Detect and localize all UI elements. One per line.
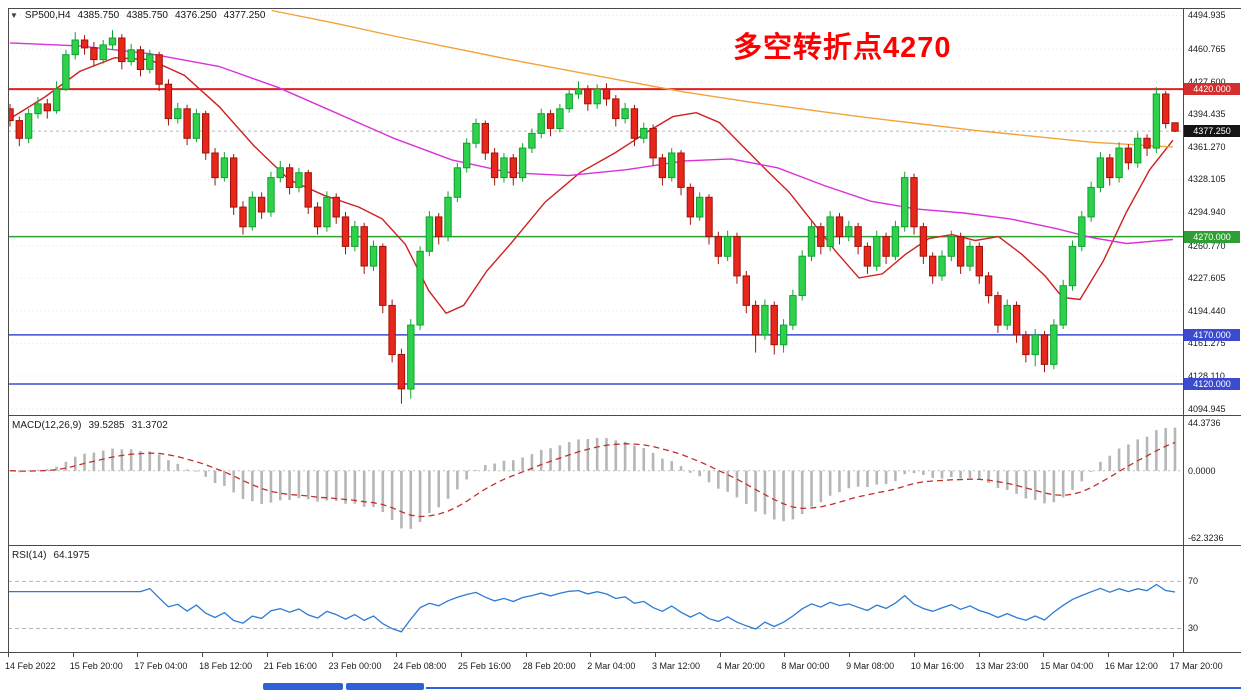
price-axis-label: 4427.600 [1188, 76, 1226, 87]
time-tick [1172, 653, 1174, 657]
rsi-label: RSI(14) 64.1975 [12, 550, 90, 561]
time-axis-label: 25 Feb 16:00 [457, 661, 511, 671]
price-axis-label: 4161.275 [1188, 338, 1226, 349]
macd-axis-label: -62.3236 [1188, 533, 1224, 544]
time-axis-label: 3 Mar 12:00 [652, 661, 701, 671]
chart-legend: ▼ SP500,H4 4385.750 4385.750 4376.250 43… [10, 10, 265, 21]
legend-open: 4385.750 [77, 10, 120, 21]
time-tick [655, 653, 656, 657]
price-level-badge: 4420.000 [1184, 83, 1240, 96]
time-axis-label: 28 Feb 20:00 [522, 661, 576, 671]
time-axis-label: 23 Feb 00:00 [328, 661, 382, 671]
time-tick [1043, 653, 1045, 657]
price-level-badge: 4170.000 [1184, 328, 1240, 341]
ma-fast-red [9, 56, 1174, 315]
time-axis-label: 15 Mar 04:00 [1040, 661, 1094, 671]
scrollbar-segment[interactable] [263, 683, 343, 690]
candles-group [8, 30, 1179, 404]
current-price-badge: 4377.250 [1184, 125, 1240, 138]
legend-high: 4385.750 [126, 10, 168, 21]
time-axis-label: 18 Feb 12:00 [199, 661, 253, 671]
chart-left-border [8, 8, 9, 653]
macd-value-signal: 31.3702 [131, 420, 168, 431]
legend-low: 4376.250 [174, 10, 217, 21]
macd-histogram [18, 427, 1177, 529]
time-tick [460, 653, 462, 657]
price-axis-label: 4460.765 [1188, 44, 1226, 55]
scrollbar-track-line [426, 687, 1241, 689]
time-tick [525, 653, 527, 657]
price-axis-label: 4494.935 [1188, 10, 1226, 21]
time-tick [8, 653, 9, 657]
panel-separator-macd [8, 415, 1241, 416]
price-axis-label: 4260.770 [1188, 240, 1226, 251]
time-tick [202, 653, 204, 657]
macd-label: MACD(12,26,9) 39.5285 31.3702 [12, 420, 168, 431]
time-tick [590, 653, 592, 657]
time-tick [72, 653, 74, 657]
time-axis-label: 17 Mar 20:00 [1169, 661, 1223, 671]
macd-axis-label: 0.0000 [1188, 465, 1216, 476]
time-tick [137, 653, 139, 657]
rsi-axis-label: 70 [1188, 576, 1199, 587]
time-axis-label: 8 Mar 00:00 [781, 661, 830, 671]
time-tick [719, 653, 721, 657]
price-axis-label: 4128.110 [1188, 371, 1225, 382]
time-axis-label: 13 Mar 23:00 [975, 661, 1029, 671]
legend-close: 4377.250 [223, 10, 266, 21]
macd-axis-label: 44.3736 [1188, 417, 1221, 428]
price-axis-label: 4394.435 [1188, 109, 1226, 120]
time-axis-label: 16 Mar 12:00 [1104, 661, 1158, 671]
legend-symbol-timeframe: SP500,H4 [24, 10, 71, 21]
rsi-axis-label: 30 [1188, 623, 1199, 634]
price-axis-label: 4294.940 [1188, 207, 1226, 218]
rsi-name: RSI(14) [12, 550, 47, 561]
price-axis-label: 4094.945 [1188, 403, 1226, 414]
time-axis-label: 17 Feb 04:00 [134, 661, 188, 671]
time-axis-label: 2 Mar 04:00 [587, 661, 636, 671]
time-tick [331, 653, 333, 657]
time-tick [784, 653, 786, 657]
ma-slow-orange [271, 9, 1174, 148]
panel-separator-rsi [8, 545, 1241, 546]
main-price-chart[interactable] [8, 9, 1183, 415]
symbol-marker-icon: ▼ [10, 11, 18, 20]
price-axis-label: 4361.270 [1188, 141, 1226, 152]
bottom-scrollbar[interactable] [0, 682, 1241, 691]
rsi-line [8, 583, 1176, 633]
annotation-turning-point: 多空转折点4270 [733, 32, 952, 64]
macd-name: MACD(12,26,9) [12, 420, 82, 431]
time-axis-label: 4 Mar 20:00 [716, 661, 765, 671]
price-level-badge: 4270.000 [1184, 230, 1240, 243]
scrollbar-segment[interactable] [346, 683, 424, 690]
time-axis-label: 9 Mar 08:00 [846, 661, 895, 671]
time-axis-label: 15 Feb 20:00 [69, 661, 123, 671]
time-axis[interactable]: 14 Feb 2022 15 Feb 20:00 17 Feb 04:00 18 Fe… [0, 652, 1241, 682]
time-tick [849, 653, 851, 657]
time-tick [913, 653, 915, 657]
time-tick [978, 653, 980, 657]
time-axis-label: 24 Feb 08:00 [393, 661, 447, 671]
time-axis-label: 10 Mar 16:00 [910, 661, 964, 671]
chart-top-border [8, 8, 1241, 9]
time-tick [1107, 653, 1109, 657]
time-tick [396, 653, 398, 657]
price-axis-label: 4194.440 [1188, 305, 1226, 316]
macd-indicator-chart[interactable] [8, 416, 1183, 545]
ma-medium-magenta [9, 42, 1174, 245]
time-axis-label: 21 Feb 16:00 [263, 661, 317, 671]
macd-signal-line [9, 441, 1176, 518]
macd-value-main: 39.5285 [88, 420, 125, 431]
time-axis-label: 14 Feb 2022 [5, 661, 56, 671]
time-tick [266, 653, 268, 657]
rsi-indicator-chart[interactable] [8, 546, 1183, 652]
price-level-badge: 4120.000 [1184, 378, 1240, 391]
price-axis-label: 4328.105 [1188, 174, 1226, 185]
rsi-value: 64.1975 [53, 550, 90, 561]
price-axis-label: 4227.605 [1188, 273, 1226, 284]
